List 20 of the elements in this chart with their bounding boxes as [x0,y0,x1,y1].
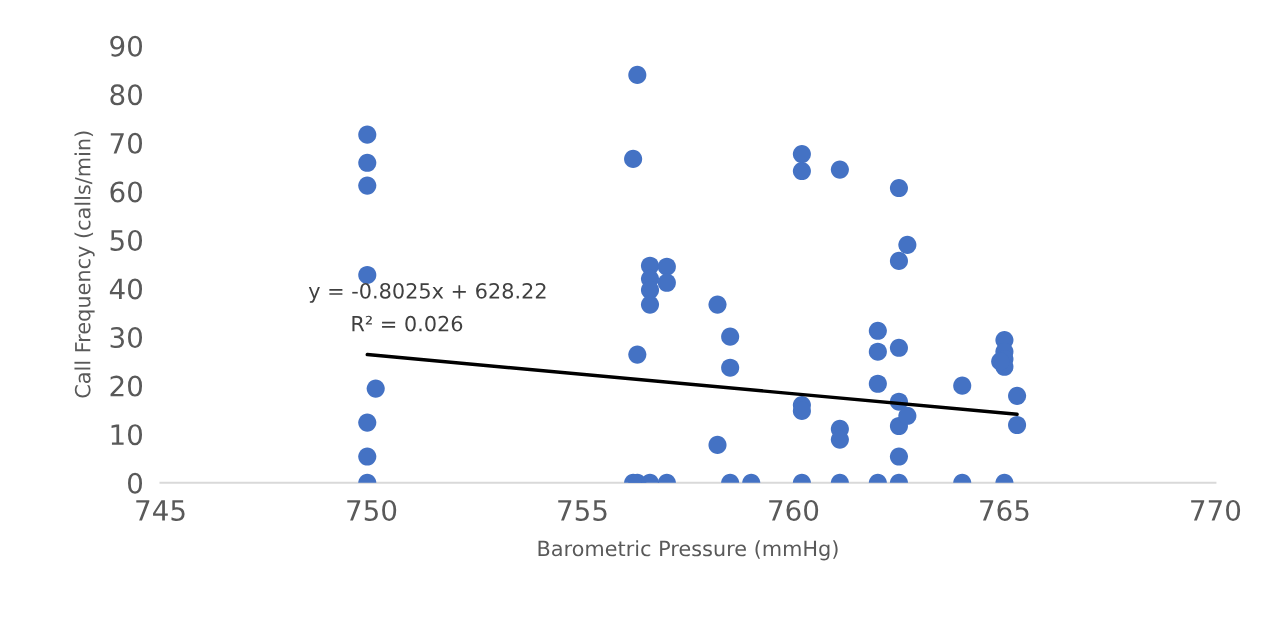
x-tick-label: 760 [769,499,819,521]
y-tick-label: 70 [110,132,143,154]
x-axis-title: Barometric Pressure (mmHg) [538,540,838,561]
x-tick-label: 745 [136,500,185,521]
annotation: R² = 0.026 [352,315,463,332]
y-tick-label: 30 [110,327,143,349]
y-tick-label: 10 [111,424,143,446]
x-tick-label: 755 [558,500,607,521]
x-tick-label: 770 [1191,499,1241,521]
x-tick-label: 750 [347,499,397,521]
y-tick-label: 20 [110,375,143,397]
y-tick-label: 80 [110,84,143,106]
x-tick-label: 765 [980,499,1029,521]
y-tick-label: 50 [110,229,143,251]
y-tick-label: 60 [110,181,143,203]
y-tick-label: 0 [128,472,143,494]
y-tick-label: 40 [109,278,143,300]
y-axis-title: Call Frequency (calls/min) [74,131,95,398]
annotation: y = -0.8025x + 628.22 [308,282,546,303]
y-tick-label: 90 [110,35,143,57]
